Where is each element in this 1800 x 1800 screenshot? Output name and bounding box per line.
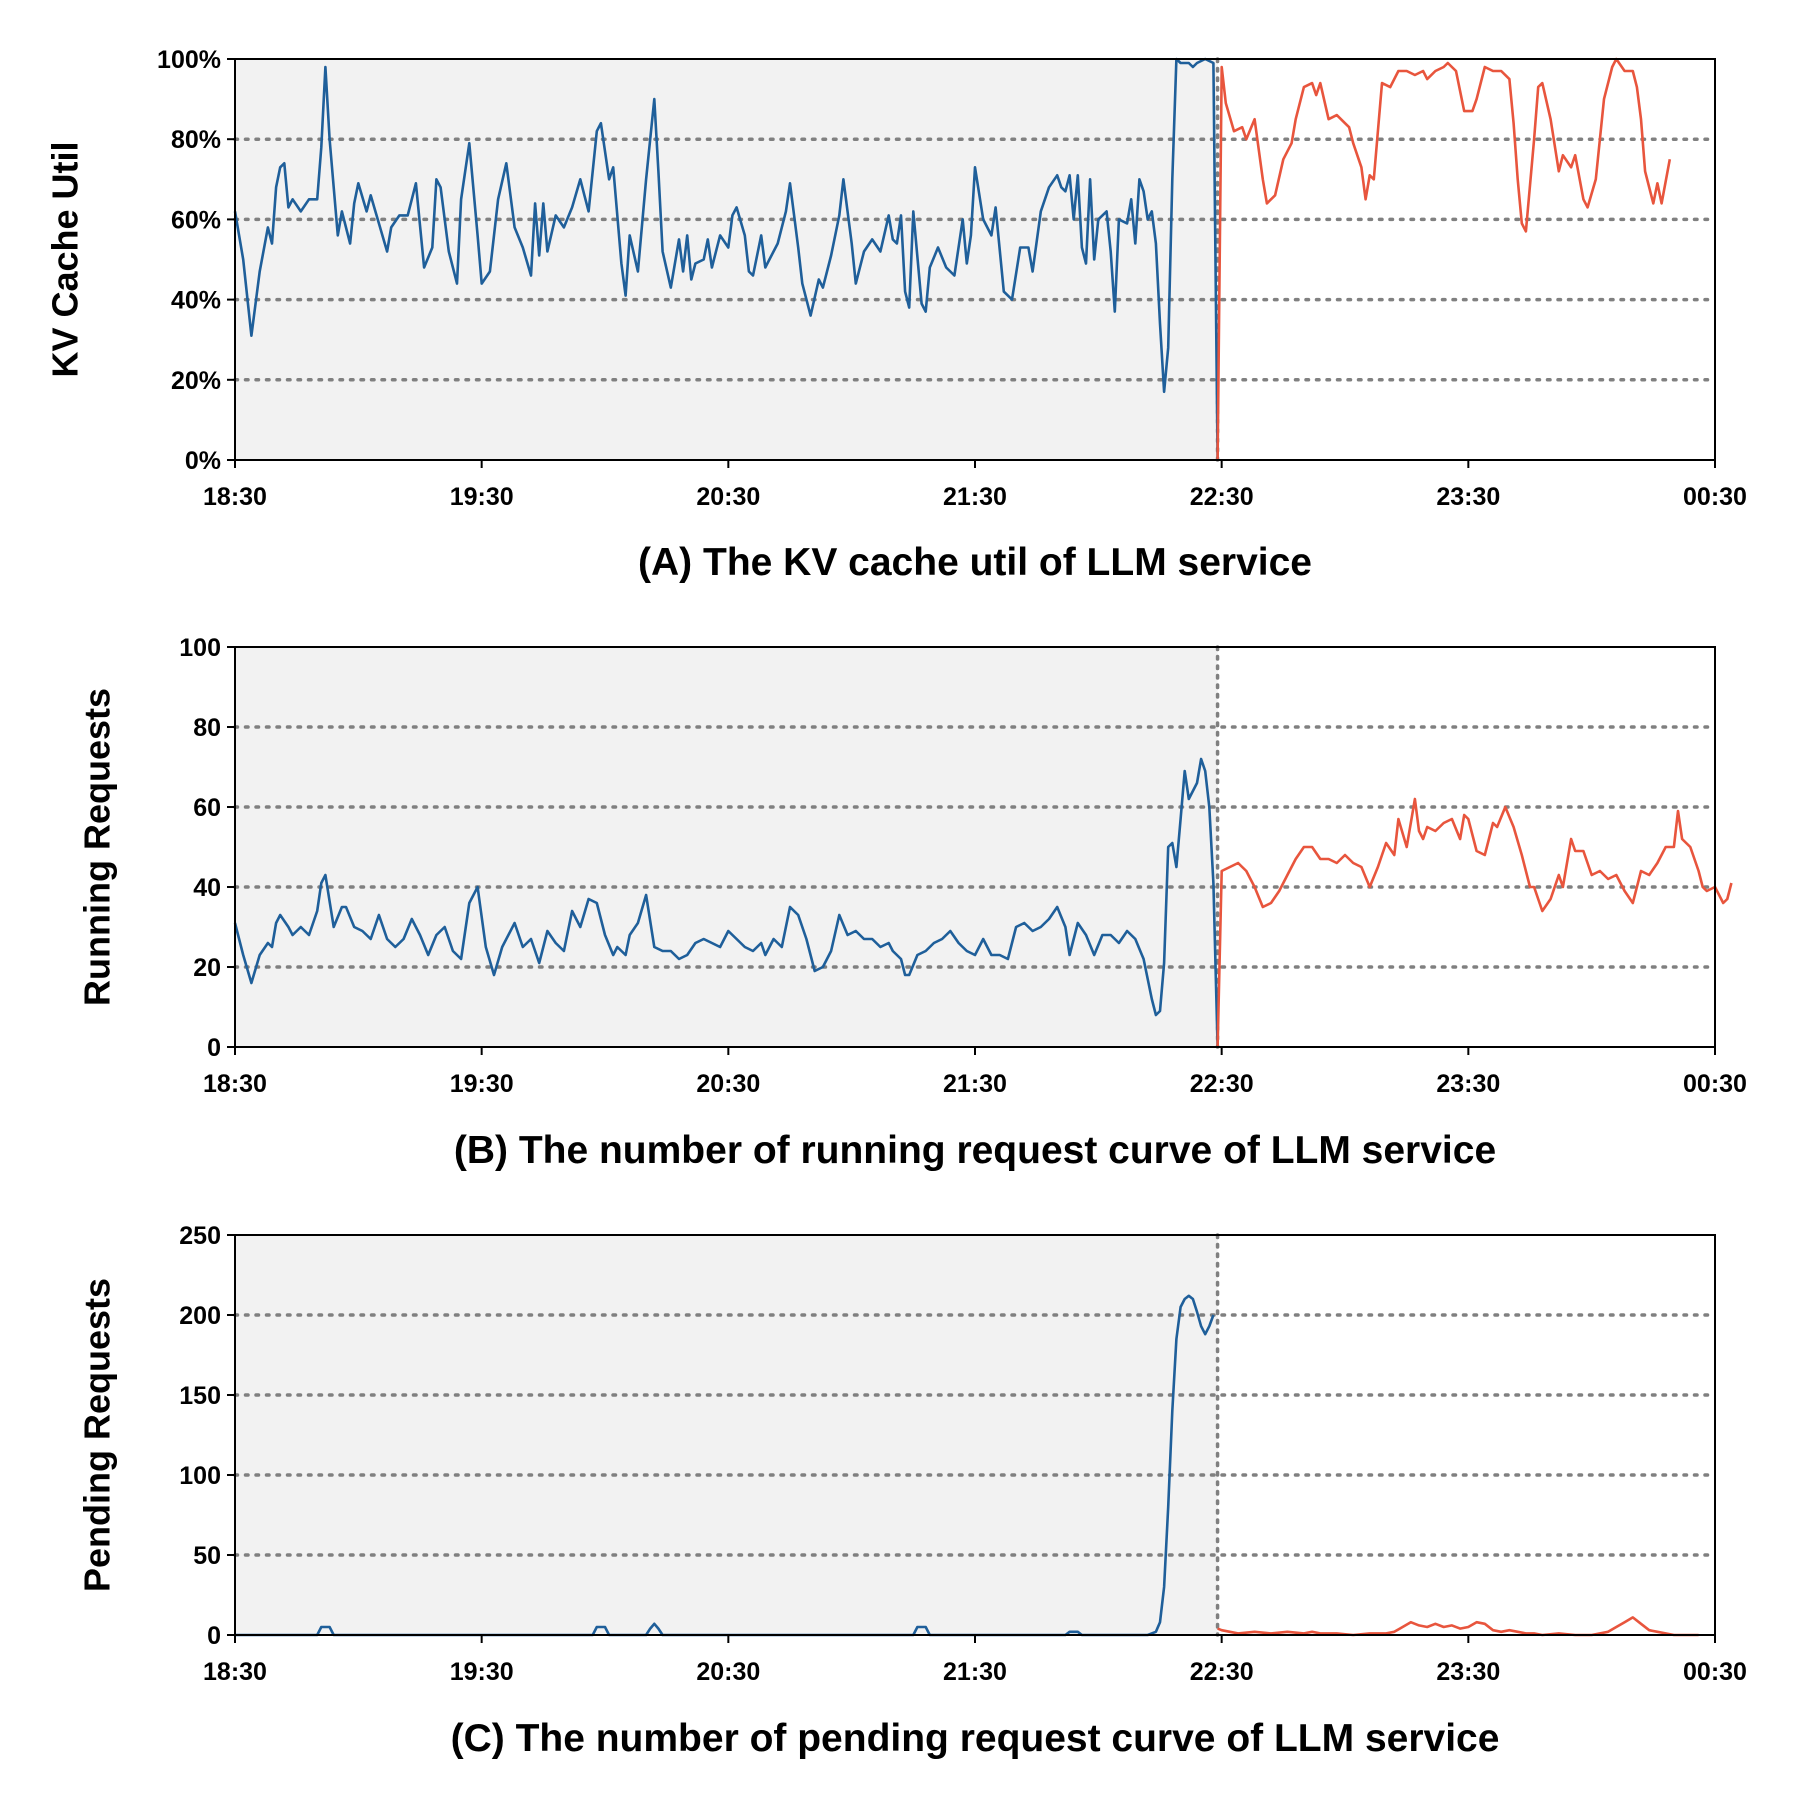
y-tick-label: 50 bbox=[193, 1542, 221, 1570]
x-tick-label: 18:30 bbox=[203, 1658, 267, 1686]
y-tick-label: 80 bbox=[193, 714, 221, 742]
series-line-before bbox=[233, 57, 1219, 461]
y-axis: 0 50 100 150 200 250 bbox=[179, 1222, 235, 1650]
x-axis: 18:30 19:30 20:30 21:30 22:30 23:30 00:30 bbox=[203, 1047, 1747, 1098]
x-tick-label: 00:30 bbox=[1683, 483, 1747, 511]
y-axis-label: Running Requests bbox=[77, 688, 118, 1006]
panel-caption: (A) The KV cache util of LLM service bbox=[638, 541, 1312, 584]
y-axis: 0% 20% 40% 60% 80% 100% bbox=[157, 46, 235, 475]
panel-kv-cache-util: 0% 20% 40% 60% 80% 100% 18:30 19:30 20:30 21:30 2… bbox=[45, 46, 1747, 584]
series-line-after bbox=[1217, 1616, 1699, 1637]
series-line-before bbox=[235, 1294, 1215, 1637]
x-tick-label: 21:30 bbox=[943, 1658, 1007, 1686]
shaded-region bbox=[235, 1235, 1218, 1635]
y-tick-label: 60 bbox=[193, 794, 221, 822]
shaded-region bbox=[235, 59, 1218, 460]
x-tick-label: 00:30 bbox=[1683, 1070, 1747, 1098]
x-tick-label: 18:30 bbox=[203, 1070, 267, 1098]
panel-pending-requests: 0 50 100 150 200 250 18:30 19:30 20:30 21:30 22:3… bbox=[77, 1222, 1747, 1760]
panel-caption: (B) The number of running request curve … bbox=[454, 1129, 1496, 1172]
x-tick-label: 19:30 bbox=[450, 1658, 514, 1686]
x-tick-label: 19:30 bbox=[450, 483, 514, 511]
y-axis-label: KV Cache Util bbox=[45, 141, 86, 377]
x-tick-label: 19:30 bbox=[450, 1070, 514, 1098]
x-tick-label: 23:30 bbox=[1436, 1658, 1500, 1686]
y-tick-label: 0 bbox=[207, 1034, 221, 1062]
y-tick-label: 20% bbox=[171, 367, 221, 395]
series-line-after bbox=[1216, 57, 1672, 461]
x-tick-label: 21:30 bbox=[943, 483, 1007, 511]
x-tick-label: 20:30 bbox=[696, 1658, 760, 1686]
y-axis-label: Pending Requests bbox=[77, 1278, 118, 1592]
x-axis: 18:30 19:30 20:30 21:30 22:30 23:30 00:30 bbox=[203, 460, 1747, 511]
x-tick-label: 23:30 bbox=[1436, 1070, 1500, 1098]
x-tick-label: 23:30 bbox=[1436, 483, 1500, 511]
x-tick-label: 20:30 bbox=[696, 1070, 760, 1098]
x-tick-label: 20:30 bbox=[696, 483, 760, 511]
shaded-region bbox=[235, 647, 1218, 1047]
x-tick-label: 22:30 bbox=[1190, 1070, 1254, 1098]
y-tick-label: 0% bbox=[185, 447, 221, 475]
y-tick-label: 100 bbox=[179, 1462, 221, 1490]
y-tick-label: 100% bbox=[157, 46, 221, 74]
series-line-before bbox=[233, 757, 1219, 1048]
y-tick-label: 40% bbox=[171, 287, 221, 315]
panel-caption: (C) The number of pending request curve … bbox=[451, 1717, 1500, 1760]
x-axis: 18:30 19:30 20:30 21:30 22:30 23:30 00:30 bbox=[203, 1635, 1747, 1686]
y-tick-label: 60% bbox=[171, 206, 221, 234]
y-tick-label: 40 bbox=[193, 874, 221, 902]
y-tick-label: 0 bbox=[207, 1622, 221, 1650]
series-line-after bbox=[1216, 797, 1733, 1048]
y-tick-label: 100 bbox=[179, 634, 221, 662]
x-tick-label: 18:30 bbox=[203, 483, 267, 511]
x-tick-label: 22:30 bbox=[1190, 1658, 1254, 1686]
x-tick-label: 00:30 bbox=[1683, 1658, 1747, 1686]
y-tick-label: 200 bbox=[179, 1302, 221, 1330]
y-tick-label: 150 bbox=[179, 1382, 221, 1410]
x-tick-label: 22:30 bbox=[1190, 483, 1254, 511]
y-axis: 0 20 40 60 80 100 bbox=[179, 634, 235, 1062]
y-tick-label: 80% bbox=[171, 126, 221, 154]
y-tick-label: 250 bbox=[179, 1222, 221, 1250]
panel-running-requests: 0 20 40 60 80 100 18:30 19:30 20:30 21:30 22:30 23… bbox=[77, 634, 1747, 1172]
x-tick-label: 21:30 bbox=[943, 1070, 1007, 1098]
y-tick-label: 20 bbox=[193, 954, 221, 982]
